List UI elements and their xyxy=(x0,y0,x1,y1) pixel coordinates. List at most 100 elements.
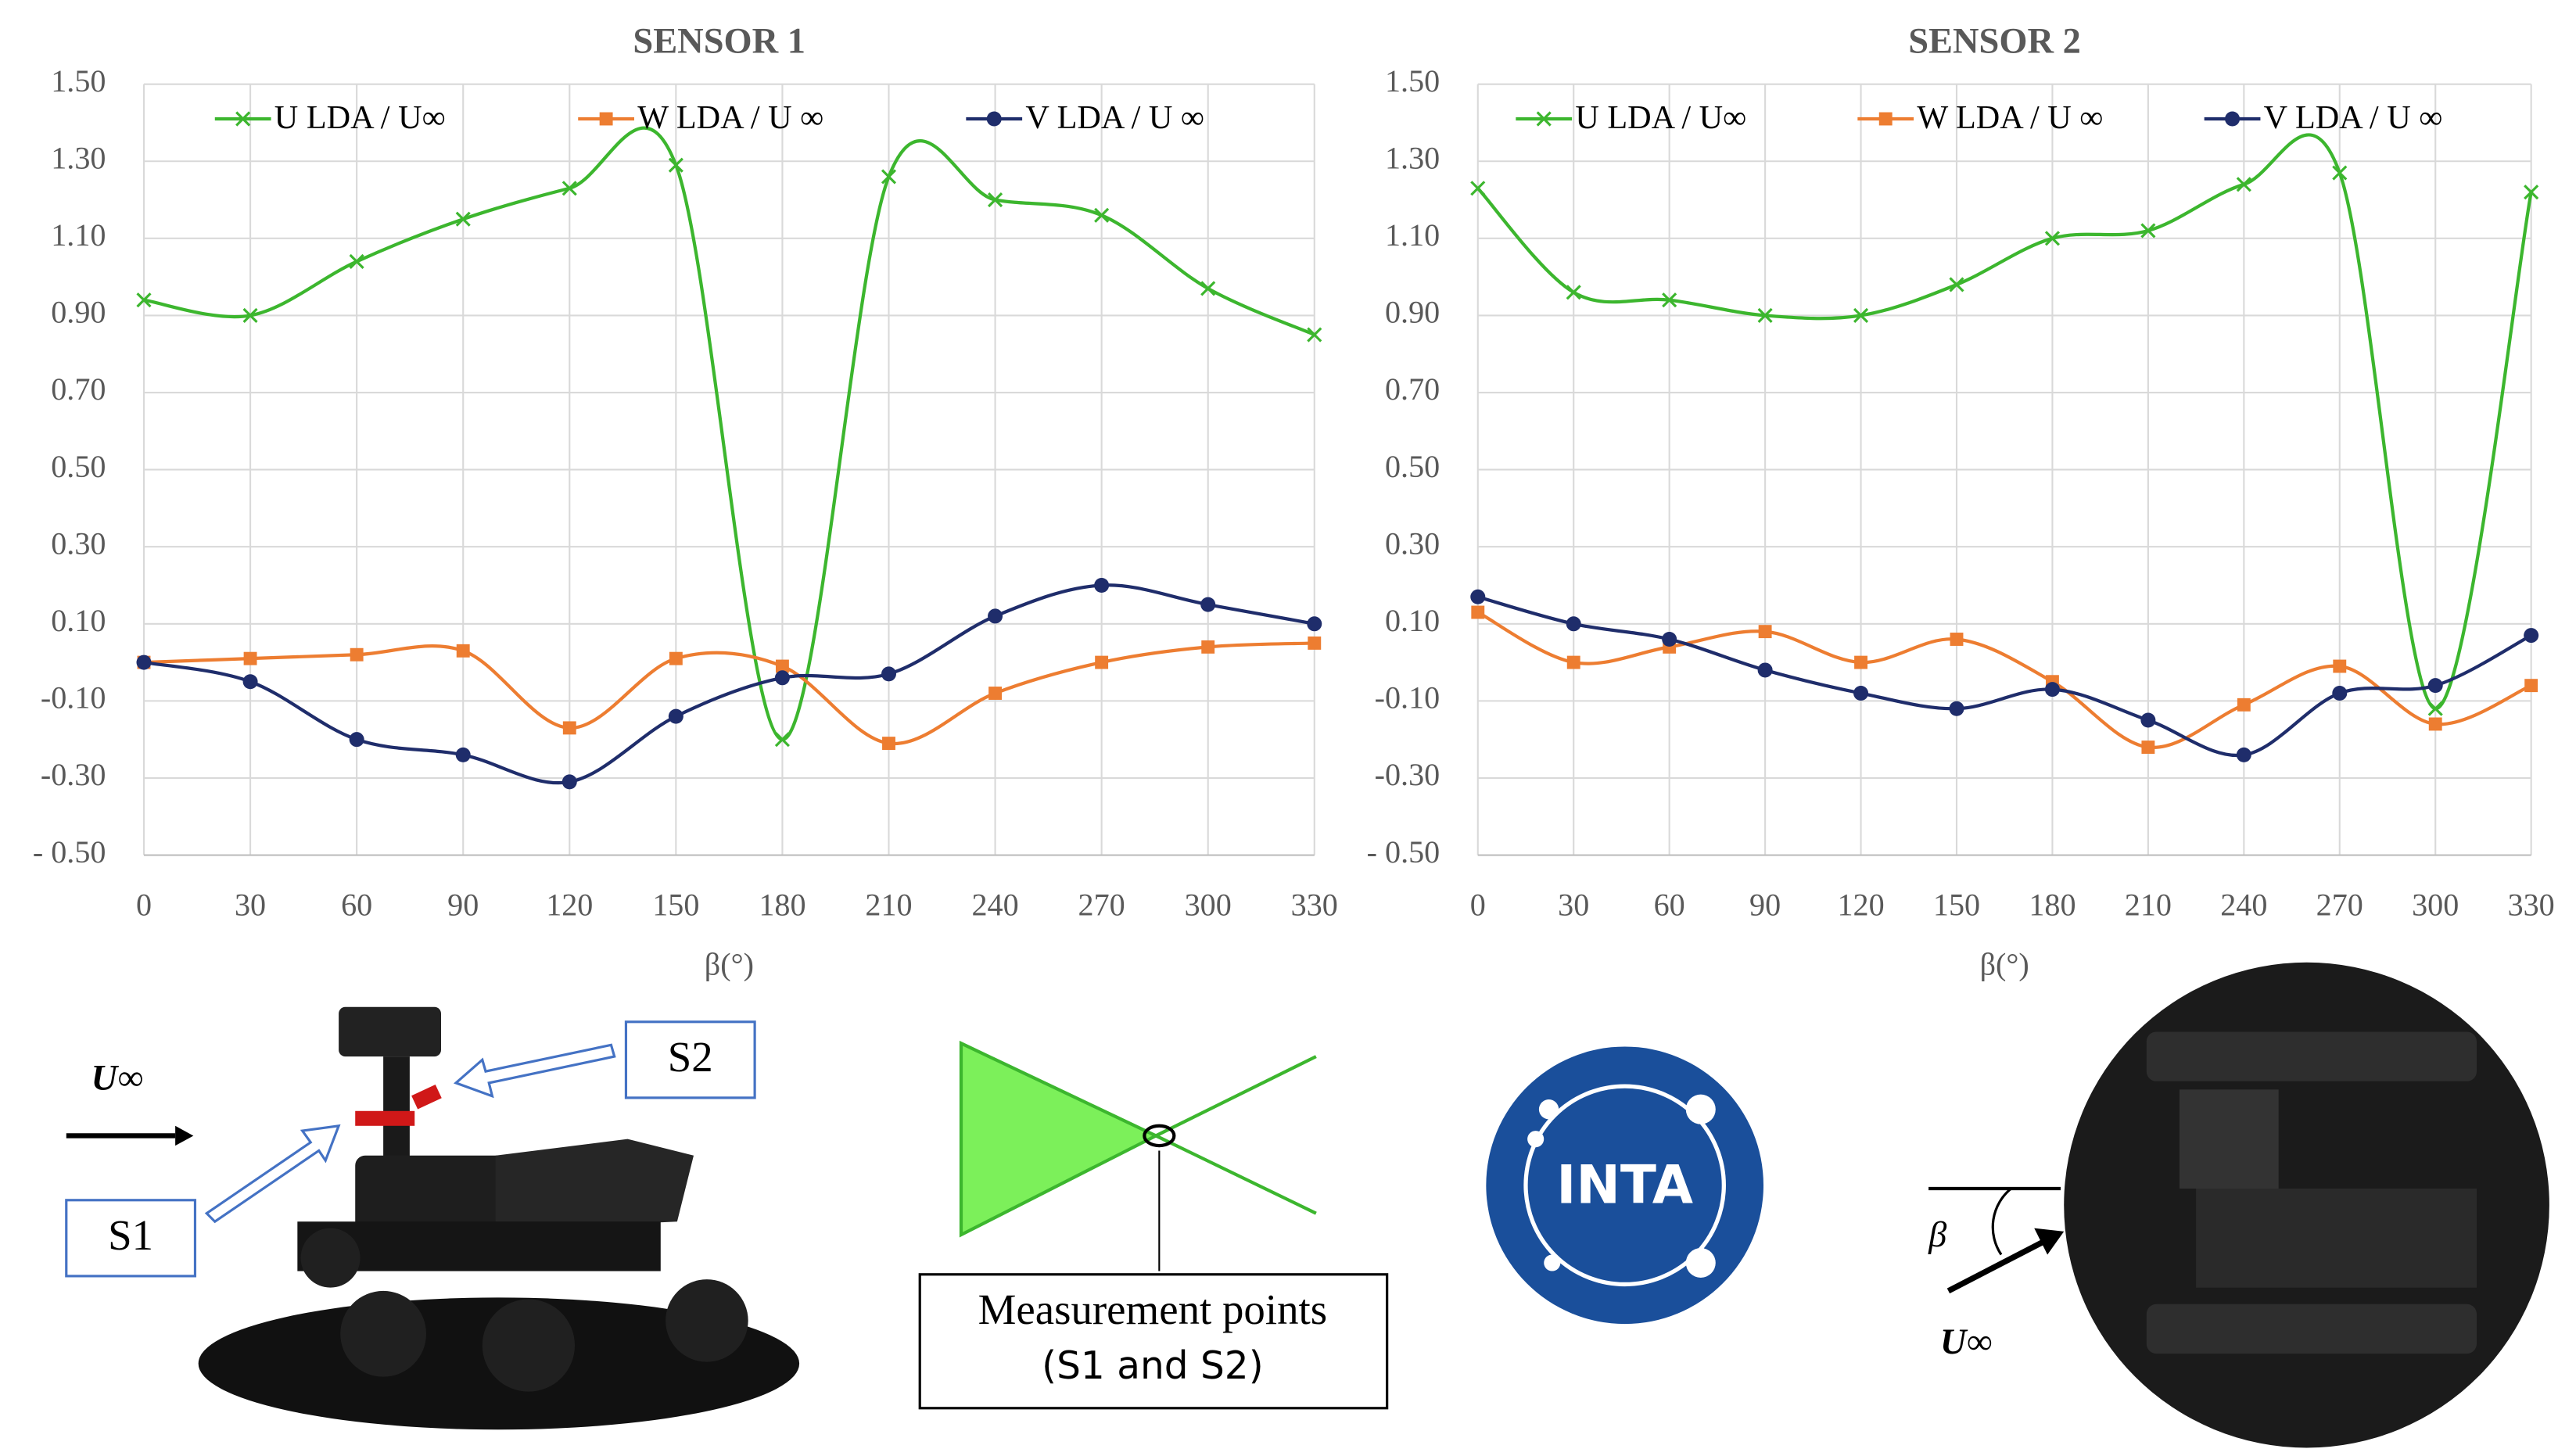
legend-label: V LDA / U ∞ xyxy=(1025,99,1204,136)
x-tick-label: 270 xyxy=(2316,887,2363,922)
marker xyxy=(1662,632,1677,647)
marker xyxy=(2332,165,2348,181)
y-tick-label: -0.30 xyxy=(1375,757,1440,792)
marker xyxy=(456,644,470,658)
x-tick-label: 150 xyxy=(652,887,699,922)
marker xyxy=(1662,292,1677,308)
marker xyxy=(668,708,683,724)
s2-label: S2 xyxy=(668,1033,713,1081)
marker xyxy=(2333,659,2347,673)
marker xyxy=(774,732,790,748)
y-tick-label: 0.30 xyxy=(51,525,106,561)
series-line xyxy=(1477,595,2532,758)
x-tick-label: 60 xyxy=(341,887,372,922)
x-tick-label: 300 xyxy=(2412,887,2459,922)
y-tick-label: 0.90 xyxy=(1385,295,1440,330)
marker xyxy=(1307,327,1322,342)
marker xyxy=(350,647,364,662)
legend-marker xyxy=(986,111,1002,127)
flow-arrowhead xyxy=(175,1125,194,1146)
y-tick-label: - 0.50 xyxy=(33,834,106,870)
marker xyxy=(242,674,258,690)
marker xyxy=(1757,307,1773,323)
series-line xyxy=(1476,133,2533,711)
x-axis-label: β(°) xyxy=(1980,946,2029,981)
marker xyxy=(242,307,258,323)
angle-arc xyxy=(1991,1187,2012,1256)
x-tick-label: 300 xyxy=(1185,887,1232,922)
s1-arrow xyxy=(204,1124,341,1224)
logo-dot xyxy=(1685,1094,1716,1124)
marker xyxy=(1470,181,1486,196)
legend-marker xyxy=(1878,112,1893,126)
y-tick-label: 0.30 xyxy=(1385,525,1440,561)
y-tick-label: - 0.50 xyxy=(1367,834,1440,870)
marker xyxy=(1949,277,1964,292)
marker xyxy=(2524,628,2539,644)
x-tick-label: 150 xyxy=(1933,887,1980,922)
marker xyxy=(1200,597,1216,612)
logo-dot xyxy=(1527,1131,1545,1148)
marker xyxy=(1853,686,1869,701)
x-tick-label: 0 xyxy=(136,887,152,922)
u-inf-label: U∞ xyxy=(1940,1322,1993,1362)
logo-ring xyxy=(1523,1084,1726,1287)
y-tick-label: -0.10 xyxy=(41,680,106,715)
y-tick-label: 0.70 xyxy=(51,371,106,407)
x-tick-label: 0 xyxy=(1470,887,1486,922)
legend-marker xyxy=(2225,111,2241,127)
y-tick-label: 0.50 xyxy=(51,449,106,484)
marker xyxy=(1095,655,1109,669)
x-tick-label: 330 xyxy=(2508,887,2555,922)
beam-line xyxy=(1155,1055,1317,1138)
y-tick-label: 1.10 xyxy=(51,217,106,253)
y-tick-label: 1.30 xyxy=(51,140,106,175)
logo-text: INTA xyxy=(1556,1154,1693,1216)
marker xyxy=(1566,285,1581,300)
chart-title: SENSOR 1 xyxy=(633,22,805,62)
marker xyxy=(774,670,790,686)
series-line xyxy=(143,126,1315,741)
series-line xyxy=(143,583,1315,785)
flow-arrow xyxy=(1946,1239,2046,1294)
marker xyxy=(2332,686,2348,701)
marker xyxy=(2428,717,2442,731)
marker xyxy=(988,608,1003,624)
marker xyxy=(1200,281,1216,296)
marker xyxy=(136,654,152,670)
legend-label: V LDA / U ∞ xyxy=(2264,99,2443,136)
u-inf-label: U∞ xyxy=(91,1058,143,1098)
marker xyxy=(455,747,471,762)
y-tick-label: 1.50 xyxy=(51,63,106,99)
marker xyxy=(668,157,683,173)
x-tick-label: 30 xyxy=(235,887,266,922)
legend-marker xyxy=(235,111,251,127)
marker xyxy=(1950,633,1964,646)
x-tick-label: 240 xyxy=(971,887,1018,922)
marker xyxy=(2427,701,2443,716)
x-tick-label: 180 xyxy=(2029,887,2076,922)
marker xyxy=(1094,577,1110,593)
marker xyxy=(349,732,364,748)
marker xyxy=(2140,223,2156,238)
x-tick-label: 210 xyxy=(2125,887,2172,922)
chart-title: SENSOR 2 xyxy=(1908,22,2081,62)
x-tick-label: 120 xyxy=(546,887,593,922)
s2-arrow xyxy=(453,1043,616,1099)
marker xyxy=(561,774,577,790)
marker xyxy=(2236,177,2251,192)
x-tick-label: 240 xyxy=(2220,887,2267,922)
marker xyxy=(455,211,471,227)
marker xyxy=(562,721,576,735)
x-tick-label: 330 xyxy=(1291,887,1338,922)
marker xyxy=(1307,616,1322,632)
flow-arrowhead xyxy=(2034,1228,2065,1255)
marker xyxy=(2524,185,2539,200)
marker xyxy=(881,169,897,185)
marker xyxy=(243,651,257,665)
legend-label: W LDA / U ∞ xyxy=(1917,99,2103,136)
y-tick-label: 0.10 xyxy=(1385,603,1440,638)
marker xyxy=(988,192,1003,208)
